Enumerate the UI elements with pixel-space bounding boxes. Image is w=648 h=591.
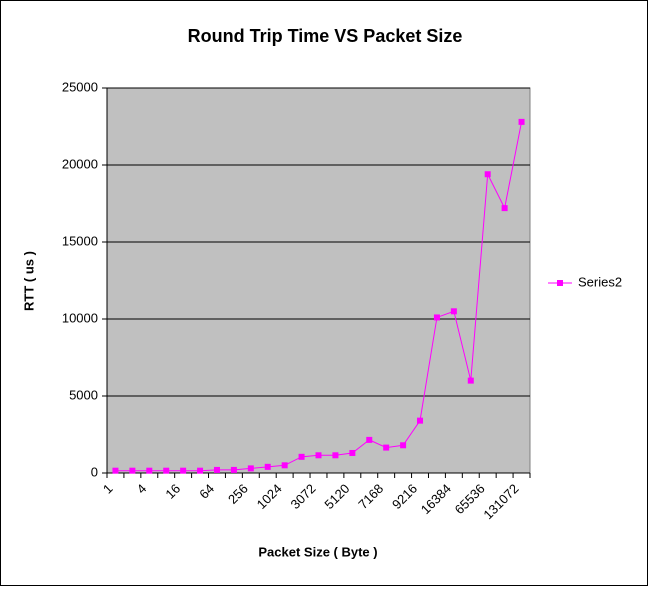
point-marker [400,442,407,449]
point-marker [247,465,254,472]
point-marker [450,308,457,315]
point-marker [501,205,508,212]
y-tick-label: 15000 [62,233,98,248]
point-marker [281,462,288,469]
point-marker [433,314,440,321]
legend-marker [557,280,563,286]
point-marker [417,417,424,424]
point-marker [180,467,187,474]
point-marker [484,171,491,178]
point-marker [129,467,136,474]
y-tick-label: 20000 [62,156,98,171]
point-marker [467,377,474,384]
chart-title: Round Trip Time VS Packet Size [188,26,463,46]
y-tick-label: 0 [91,464,98,479]
y-tick-label: 10000 [62,310,98,325]
y-axis-title: RTT ( us ) [21,251,36,311]
point-marker [383,444,390,451]
point-marker [332,452,339,459]
point-marker [298,453,305,460]
point-marker [197,467,204,474]
point-marker [518,118,525,125]
point-marker [366,436,373,443]
point-marker [315,452,322,459]
point-marker [349,449,356,456]
point-marker [146,467,153,474]
point-marker [264,463,271,470]
point-marker [230,466,237,473]
point-marker [213,466,220,473]
plot-area [106,87,531,474]
x-axis-title: Packet Size ( Byte ) [258,544,377,559]
y-tick-label: 25000 [62,79,98,94]
legend-label: Series2 [578,274,622,289]
point-marker [112,467,119,474]
point-marker [163,467,170,474]
y-tick-label: 5000 [69,387,98,402]
